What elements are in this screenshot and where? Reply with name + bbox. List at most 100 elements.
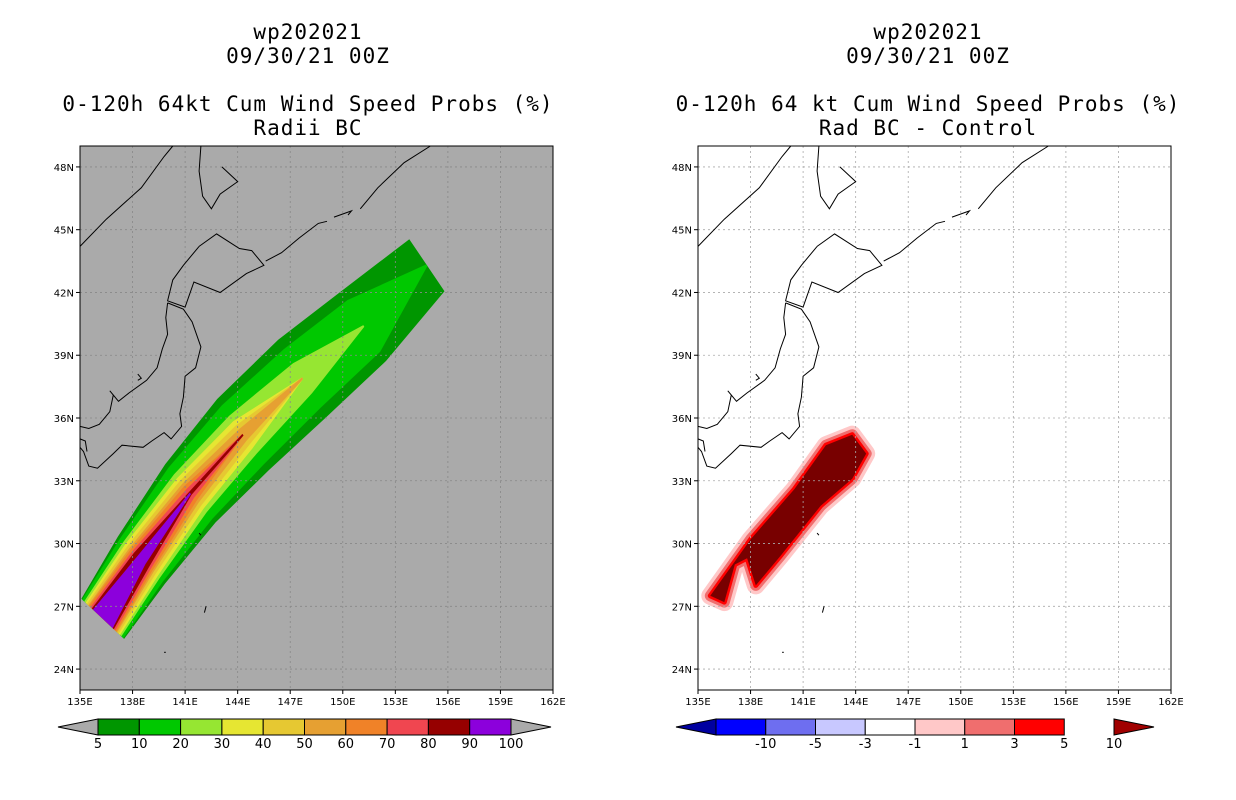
colorbar-label: 20 (172, 737, 189, 752)
difference-region (701, 425, 876, 612)
map-gridlines (694, 146, 1172, 694)
colorbar-swatch (386, 718, 429, 736)
colorbar-swatch (914, 718, 966, 736)
x-tick-label: 162E (540, 697, 565, 708)
colorbar-label: 70 (379, 737, 396, 752)
x-tick-label: 141E (790, 697, 815, 708)
y-tick-label: 33N (54, 477, 74, 488)
left-probability-map: 135E 138E 141E 144E 147E 150E 153E 156E 159E 162E… (54, 145, 566, 752)
x-tick-label: 138E (120, 697, 145, 708)
coastline (265, 220, 328, 262)
x-tick-label: 150E (330, 697, 355, 708)
y-tick-label: 24N (54, 665, 74, 676)
x-tick-label: 141E (172, 697, 197, 708)
x-tick-label: 156E (1053, 697, 1078, 708)
colorbar-label: 3 (1010, 737, 1018, 752)
x-tick-label: 147E (278, 697, 303, 708)
colorbar-swatch (864, 718, 916, 736)
coastline (697, 438, 706, 452)
y-tick-label: 42N (54, 288, 74, 299)
coastline (333, 209, 354, 218)
x-tick-label: 135E (67, 697, 92, 708)
colorbar-swatch (180, 718, 223, 736)
colorbar-label: 10 (1106, 737, 1123, 752)
coastlines (697, 145, 1049, 653)
colorbar-label: 60 (338, 737, 355, 752)
colorbar-label: -5 (809, 737, 822, 752)
colorbar-label: 5 (1060, 737, 1068, 752)
colorbar-swatch (815, 718, 866, 736)
coastline (167, 233, 265, 308)
colorbar-swatch (345, 718, 388, 736)
x-tick-label: 153E (383, 697, 408, 708)
coastline (697, 145, 792, 247)
colorbar-swatch (1014, 718, 1065, 736)
colorbar-swatch (427, 718, 471, 736)
colorbar-label: 10 (131, 737, 148, 752)
coastline (883, 220, 946, 262)
coastline (697, 302, 820, 469)
coastline (785, 233, 883, 308)
x-tick-label: 159E (488, 697, 513, 708)
x-tick-label: 153E (1001, 697, 1026, 708)
right-chart-title: 0-120h 64 kt Cum Wind Speed Probs (%) Ra… (626, 92, 1230, 140)
y-tick-label: 45N (54, 226, 74, 237)
probability-swath (81, 239, 445, 639)
colorbar-swatch (964, 718, 1015, 736)
colorbar-label: 1 (961, 737, 969, 752)
right-difference-map: 135E 138E 141E 144E 147E 150E 153E 156E 159E 162E… (672, 145, 1184, 752)
coastlines (79, 145, 431, 653)
y-tick-label: 48N (54, 163, 74, 174)
coastline (203, 606, 207, 613)
colorbar-label: 100 (499, 737, 524, 752)
y-tick-label: 48N (672, 163, 692, 174)
y-tick-label: 27N (672, 602, 692, 613)
coastline (697, 302, 787, 430)
coastline (755, 373, 761, 381)
y-tick-label: 33N (672, 477, 692, 488)
colorbar-arrow-left (675, 718, 717, 736)
y-tick-label: 39N (672, 351, 692, 362)
coastline (977, 145, 1049, 210)
y-tick-label: 39N (54, 351, 74, 362)
coastline (198, 532, 202, 536)
plot-frame (79, 145, 554, 691)
map-gridlines (76, 146, 554, 694)
difference-band-10 (710, 434, 867, 603)
colorbar-swatch (715, 718, 767, 736)
colorbar-swatch (138, 718, 182, 736)
colorbar-arrow-right (1113, 718, 1155, 736)
coastline (137, 373, 143, 381)
left-product-subtitle: Radii BC (253, 116, 363, 140)
x-tick-label: 144E (843, 697, 868, 708)
colorbar-label: 5 (94, 737, 102, 752)
coastline (951, 209, 972, 218)
right-storm-title: wp202021 09/30/21 00Z (728, 20, 1128, 68)
coastline (198, 145, 239, 210)
right-product-subtitle: Rad BC - Control (818, 116, 1038, 140)
y-tick-label: 24N (672, 665, 692, 676)
right-storm-id: wp202021 (873, 20, 983, 44)
right-product-title: 0-120h 64 kt Cum Wind Speed Probs (%) (675, 92, 1181, 116)
right-valid-time: 09/30/21 00Z (846, 44, 1010, 68)
colorbar-arrow-left (57, 718, 99, 736)
colorbar-swatch (221, 718, 264, 736)
x-tick-label: 162E (1158, 697, 1183, 708)
contour-band-90 (92, 492, 191, 629)
coastline (359, 145, 431, 210)
colorbar-swatch (469, 718, 512, 736)
colorbar-swatch (765, 718, 816, 736)
colorbar: -10 -5 -3 -1 1 3 5 10 (675, 718, 1155, 752)
x-tick-label: 156E (435, 697, 460, 708)
coastline (79, 438, 88, 452)
coastline (79, 145, 174, 247)
x-tick-label: 147E (896, 697, 921, 708)
y-tick-label: 36N (672, 414, 692, 425)
y-tick-label: 30N (672, 540, 692, 551)
y-tick-label: 36N (54, 414, 74, 425)
y-tick-label: 30N (54, 540, 74, 551)
colorbar-arrow-right (510, 718, 552, 736)
coastline (816, 145, 857, 210)
colorbar-swatch (97, 718, 140, 736)
left-product-title: 0-120h 64kt Cum Wind Speed Probs (%) (62, 92, 554, 116)
